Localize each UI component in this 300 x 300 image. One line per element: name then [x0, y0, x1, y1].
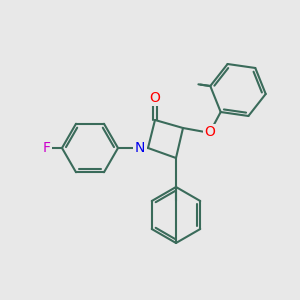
Text: O: O: [205, 125, 215, 139]
Text: N: N: [135, 141, 145, 155]
Text: O: O: [150, 91, 160, 105]
Text: F: F: [43, 141, 51, 155]
